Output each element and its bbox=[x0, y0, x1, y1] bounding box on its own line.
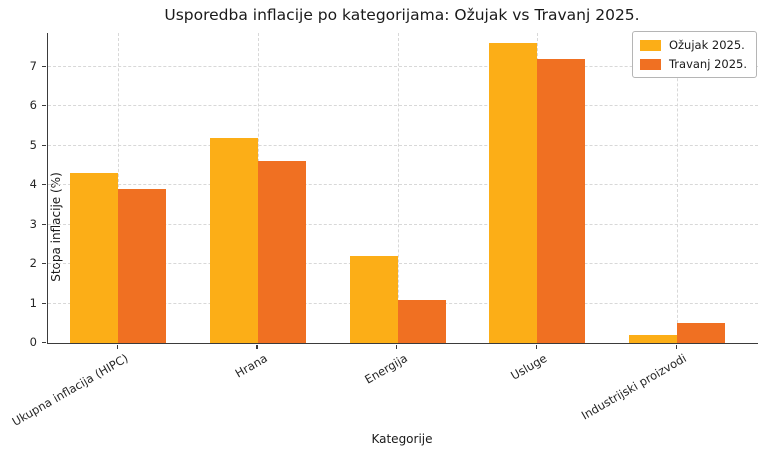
y-tick-mark bbox=[42, 144, 46, 146]
y-tick-mark bbox=[42, 263, 46, 265]
y-gridline bbox=[48, 65, 758, 67]
y-tick-mark bbox=[42, 302, 46, 304]
x-tick-mark bbox=[256, 345, 258, 349]
y-tick-mark bbox=[42, 342, 46, 344]
y-gridline bbox=[48, 263, 758, 265]
bar-ozujak bbox=[629, 335, 677, 343]
y-tick-mark bbox=[42, 184, 46, 186]
legend-swatch bbox=[639, 58, 661, 70]
x-tick-mark bbox=[675, 345, 677, 349]
x-category-label-text: Ukupna inflacija (HIPC) bbox=[9, 351, 130, 429]
y-tick-label: 7 bbox=[29, 58, 37, 73]
y-gridline bbox=[48, 105, 758, 107]
y-tick-label: 6 bbox=[29, 98, 37, 113]
chart-title: Usporedba inflacije po kategorijama: Ožu… bbox=[164, 6, 640, 24]
x-tick-mark bbox=[116, 345, 118, 349]
bar-ozujak bbox=[70, 173, 118, 343]
bar-travanj bbox=[257, 161, 306, 343]
legend-label: Ožujak 2025. bbox=[668, 38, 745, 52]
x-category-label-text: Energija bbox=[361, 351, 410, 387]
bar-travanj bbox=[677, 323, 725, 343]
y-gridline bbox=[48, 144, 758, 146]
y-gridline bbox=[48, 223, 758, 225]
y-tick-label: 5 bbox=[29, 137, 37, 152]
legend: Ožujak 2025. Travanj 2025. bbox=[631, 31, 757, 78]
x-gridline bbox=[397, 33, 399, 343]
y-tick-mark bbox=[42, 223, 46, 225]
bar-ozujak bbox=[489, 42, 538, 343]
y-tick-label: 1 bbox=[29, 295, 37, 310]
legend-item: Travanj 2025. bbox=[639, 57, 747, 71]
bar-ozujak bbox=[209, 137, 258, 343]
x-tick-mark bbox=[396, 345, 398, 349]
x-axis-label: Kategorije bbox=[371, 432, 433, 446]
legend-item: Ožujak 2025. bbox=[639, 38, 747, 52]
plot-area: Stopa inflacije (%) bbox=[47, 33, 758, 344]
x-category-label-text: Industrijski proizvodi bbox=[579, 351, 689, 423]
bar-travanj bbox=[537, 58, 586, 343]
y-tick-mark bbox=[42, 105, 46, 107]
x-category-label-text: Usluge bbox=[508, 351, 550, 383]
y-tick-label: 4 bbox=[29, 177, 37, 192]
y-axis-label: Stopa inflacije (%) bbox=[49, 172, 63, 282]
y-gridline bbox=[48, 184, 758, 186]
legend-label: Travanj 2025. bbox=[668, 57, 747, 71]
y-tick-label: 2 bbox=[29, 256, 37, 271]
y-tick-mark bbox=[42, 65, 46, 67]
bar-ozujak bbox=[349, 256, 398, 343]
bar-travanj bbox=[118, 189, 166, 343]
x-gridline bbox=[677, 33, 678, 343]
legend-swatch bbox=[639, 39, 661, 51]
x-tick-mark bbox=[535, 345, 538, 349]
x-category-label-text: Hrana bbox=[232, 351, 270, 381]
x-gridline bbox=[118, 33, 119, 343]
y-tick-label: 0 bbox=[29, 335, 37, 349]
y-tick-label: 3 bbox=[29, 216, 37, 231]
bar-travanj bbox=[397, 299, 446, 343]
